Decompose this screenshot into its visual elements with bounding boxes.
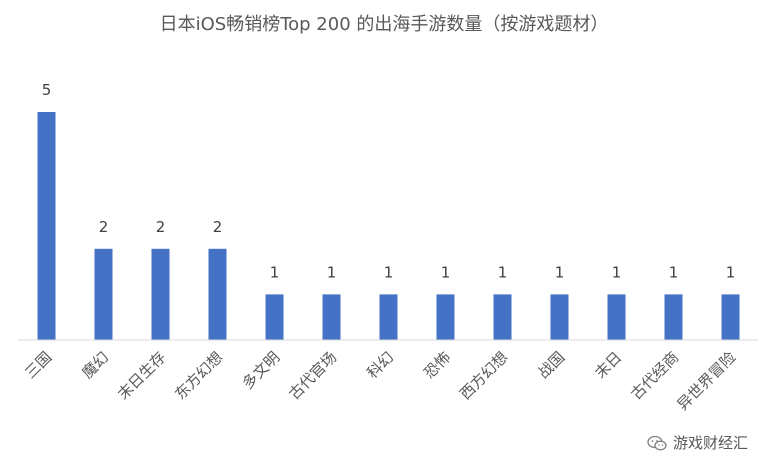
category-label-2: 末日生存 bbox=[114, 348, 169, 403]
bar-12 bbox=[721, 294, 740, 340]
data-label-3: 2 bbox=[213, 218, 223, 236]
category-label-11: 古代经商 bbox=[627, 348, 682, 403]
data-label-5: 1 bbox=[327, 263, 337, 281]
category-label-1: 魔幻 bbox=[78, 348, 112, 382]
data-label-0: 5 bbox=[42, 81, 52, 99]
bar-1 bbox=[94, 248, 113, 340]
data-label-12: 1 bbox=[726, 263, 736, 281]
data-label-1: 2 bbox=[99, 218, 109, 236]
data-labels-layer: 5 2 2 2 1 1 1 1 1 1 1 1 1 bbox=[42, 81, 736, 281]
wechat-icon bbox=[647, 435, 667, 450]
bar-4 bbox=[265, 294, 284, 340]
bar-6 bbox=[379, 294, 398, 340]
bar-7 bbox=[436, 294, 455, 340]
data-label-10: 1 bbox=[612, 263, 622, 281]
category-label-0: 三国 bbox=[21, 348, 55, 382]
watermark: 游戏财经汇 bbox=[647, 432, 748, 453]
category-label-10: 末日 bbox=[591, 348, 625, 382]
category-label-7: 恐怖 bbox=[420, 348, 454, 382]
data-label-8: 1 bbox=[498, 263, 508, 281]
data-label-7: 1 bbox=[441, 263, 451, 281]
bar-0 bbox=[37, 112, 56, 340]
bar-8 bbox=[493, 294, 512, 340]
bar-3 bbox=[208, 248, 227, 340]
category-label-9: 战国 bbox=[534, 348, 568, 382]
data-label-2: 2 bbox=[156, 218, 166, 236]
category-label-3: 东方幻想 bbox=[171, 348, 226, 403]
category-label-12: 异世界冒险 bbox=[674, 348, 740, 414]
data-label-9: 1 bbox=[555, 263, 565, 281]
data-label-4: 1 bbox=[270, 263, 280, 281]
bar-9 bbox=[550, 294, 569, 340]
data-label-6: 1 bbox=[384, 263, 394, 281]
bar-10 bbox=[607, 294, 626, 340]
bar-11 bbox=[664, 294, 683, 340]
bars-layer bbox=[37, 112, 740, 340]
category-label-4: 多文明 bbox=[239, 348, 284, 393]
data-label-11: 1 bbox=[669, 263, 679, 281]
bar-2 bbox=[151, 248, 170, 340]
category-label-8: 西方幻想 bbox=[456, 348, 511, 403]
watermark-text: 游戏财经汇 bbox=[672, 434, 748, 452]
category-label-6: 科幻 bbox=[363, 348, 397, 382]
category-label-5: 古代官场 bbox=[285, 348, 340, 403]
bar-5 bbox=[322, 294, 341, 340]
chart-title: 日本iOS畅销榜Top 200 的出海手游数量（按游戏题材） bbox=[160, 14, 609, 35]
